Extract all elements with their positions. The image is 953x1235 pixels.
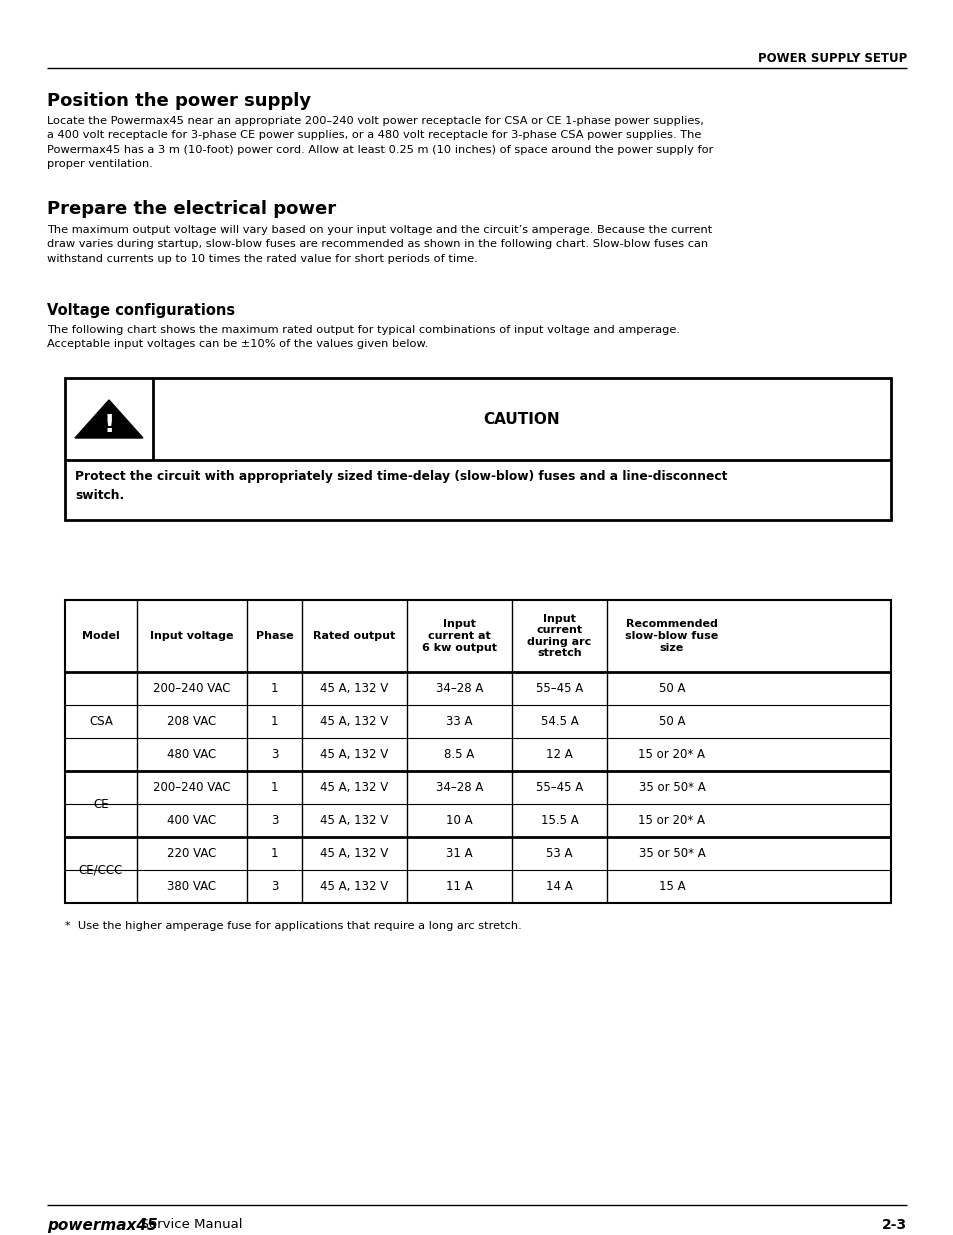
Polygon shape <box>75 400 143 438</box>
Text: Input voltage: Input voltage <box>150 631 233 641</box>
Text: 480 VAC: 480 VAC <box>167 748 216 761</box>
Text: 15 or 20* A: 15 or 20* A <box>638 748 705 761</box>
Text: 220 VAC: 220 VAC <box>167 847 216 860</box>
Text: 33 A: 33 A <box>446 715 473 727</box>
Text: *  Use the higher amperage fuse for applications that require a long arc stretch: * Use the higher amperage fuse for appli… <box>65 921 521 931</box>
Text: 3: 3 <box>271 748 278 761</box>
Text: 45 A, 132 V: 45 A, 132 V <box>320 682 388 695</box>
Text: 3: 3 <box>271 881 278 893</box>
Text: 45 A, 132 V: 45 A, 132 V <box>320 881 388 893</box>
Text: 50 A: 50 A <box>659 682 684 695</box>
Text: Recommended
slow-blow fuse
size: Recommended slow-blow fuse size <box>625 620 718 652</box>
Bar <box>65 600 890 903</box>
Text: 55–45 A: 55–45 A <box>536 781 582 794</box>
Text: Input
current at
6 kw output: Input current at 6 kw output <box>421 620 497 652</box>
Text: 200–240 VAC: 200–240 VAC <box>153 682 231 695</box>
Text: 31 A: 31 A <box>446 847 473 860</box>
Bar <box>65 378 890 520</box>
Text: CSA: CSA <box>89 715 112 727</box>
Text: 54.5 A: 54.5 A <box>540 715 578 727</box>
Text: Prepare the electrical power: Prepare the electrical power <box>47 200 335 219</box>
Text: Voltage configurations: Voltage configurations <box>47 303 234 317</box>
Text: CAUTION: CAUTION <box>483 411 559 426</box>
Text: 55–45 A: 55–45 A <box>536 682 582 695</box>
Text: 15 or 20* A: 15 or 20* A <box>638 814 705 827</box>
Text: Phase: Phase <box>255 631 293 641</box>
Text: POWER SUPPLY SETUP: POWER SUPPLY SETUP <box>757 52 906 65</box>
Text: 45 A, 132 V: 45 A, 132 V <box>320 748 388 761</box>
Text: CE: CE <box>93 798 109 810</box>
Text: 1: 1 <box>271 682 278 695</box>
Text: 12 A: 12 A <box>545 748 572 761</box>
Text: 200–240 VAC: 200–240 VAC <box>153 781 231 794</box>
Text: 15.5 A: 15.5 A <box>540 814 578 827</box>
Text: 34–28 A: 34–28 A <box>436 781 482 794</box>
Text: 35 or 50* A: 35 or 50* A <box>638 781 704 794</box>
Text: 53 A: 53 A <box>546 847 572 860</box>
Text: 14 A: 14 A <box>545 881 572 893</box>
Text: CE/CCC: CE/CCC <box>79 863 123 877</box>
Text: 15 A: 15 A <box>658 881 684 893</box>
Text: Input
current
during arc
stretch: Input current during arc stretch <box>527 614 591 658</box>
Text: 1: 1 <box>271 715 278 727</box>
Text: powermax45: powermax45 <box>47 1218 157 1233</box>
Text: 45 A, 132 V: 45 A, 132 V <box>320 781 388 794</box>
Text: 208 VAC: 208 VAC <box>167 715 216 727</box>
Text: 8.5 A: 8.5 A <box>444 748 475 761</box>
Text: Locate the Powermax45 near an appropriate 200–240 volt power receptacle for CSA : Locate the Powermax45 near an appropriat… <box>47 116 713 169</box>
Text: 2-3: 2-3 <box>881 1218 906 1233</box>
Text: 50 A: 50 A <box>659 715 684 727</box>
Text: 1: 1 <box>271 847 278 860</box>
Text: Position the power supply: Position the power supply <box>47 91 311 110</box>
Text: 1: 1 <box>271 781 278 794</box>
Text: 35 or 50* A: 35 or 50* A <box>638 847 704 860</box>
Text: 11 A: 11 A <box>446 881 473 893</box>
Text: Protect the circuit with appropriately sized time-delay (slow-blow) fuses and a : Protect the circuit with appropriately s… <box>75 471 726 501</box>
Text: The following chart shows the maximum rated output for typical combinations of i: The following chart shows the maximum ra… <box>47 325 679 350</box>
Text: The maximum output voltage will vary based on your input voltage and the circuit: The maximum output voltage will vary bas… <box>47 225 712 264</box>
Text: 45 A, 132 V: 45 A, 132 V <box>320 715 388 727</box>
Text: 34–28 A: 34–28 A <box>436 682 482 695</box>
Text: 45 A, 132 V: 45 A, 132 V <box>320 847 388 860</box>
Text: 3: 3 <box>271 814 278 827</box>
Text: 380 VAC: 380 VAC <box>168 881 216 893</box>
Text: Rated output: Rated output <box>313 631 395 641</box>
Text: 400 VAC: 400 VAC <box>167 814 216 827</box>
Text: Model: Model <box>82 631 120 641</box>
Text: !: ! <box>103 412 114 437</box>
Text: 10 A: 10 A <box>446 814 473 827</box>
Text: Service Manual: Service Manual <box>132 1218 242 1231</box>
Text: 45 A, 132 V: 45 A, 132 V <box>320 814 388 827</box>
